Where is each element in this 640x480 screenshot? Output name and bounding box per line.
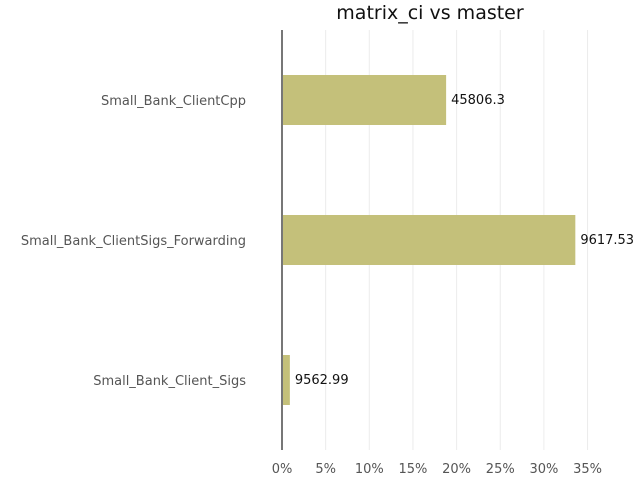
x-tick-label: 30%	[529, 462, 558, 477]
x-tick-label: 15%	[398, 462, 427, 477]
x-tick-label: 20%	[442, 462, 471, 477]
bar	[282, 215, 576, 265]
bar	[282, 75, 447, 125]
x-tick-label: 10%	[355, 462, 384, 477]
category-label: Small_Bank_ClientCpp	[101, 94, 246, 109]
data-label: 45806.3	[451, 93, 505, 108]
x-tick-label: 5%	[315, 462, 336, 477]
x-tick-labels: 0% 5% 10% 15% 20% 25% 30% 35%	[272, 462, 602, 477]
category-label: Small_Bank_Client_Sigs	[93, 374, 246, 389]
category-labels: Small_Bank_ClientCpp Small_Bank_ClientSig…	[21, 94, 246, 389]
bars	[282, 75, 576, 405]
chart-title: matrix_ci vs master	[336, 2, 524, 24]
x-tick-label: 35%	[573, 462, 602, 477]
x-tick-label: 25%	[486, 462, 515, 477]
data-label: 9562.99	[295, 373, 349, 388]
data-label: 9617.53	[580, 233, 634, 248]
bar	[282, 355, 290, 405]
category-label: Small_Bank_ClientSigs_Forwarding	[21, 234, 246, 249]
data-labels: 45806.3 9617.53 9562.99	[295, 93, 634, 388]
x-tick-label: 0%	[272, 462, 293, 477]
